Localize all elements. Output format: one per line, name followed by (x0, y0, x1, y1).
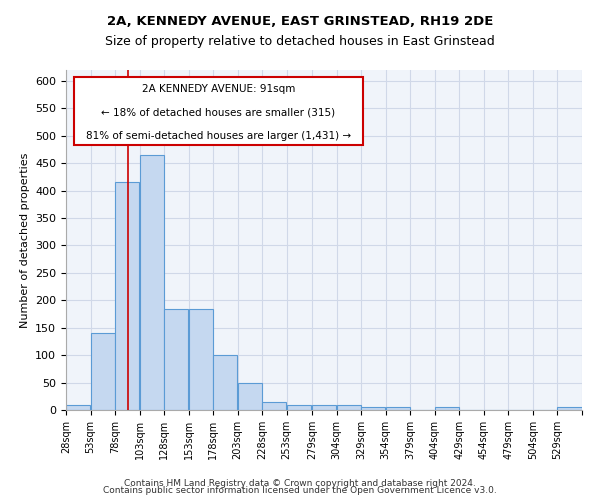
Y-axis label: Number of detached properties: Number of detached properties (20, 152, 29, 328)
Bar (361, 408, 385, 410)
FancyBboxPatch shape (74, 77, 363, 145)
Bar (287, 404, 311, 410)
Text: 2A KENNEDY AVENUE: 91sqm: 2A KENNEDY AVENUE: 91sqm (142, 84, 295, 94)
Bar (164, 308, 188, 410)
Bar (312, 404, 336, 410)
Bar (66, 404, 90, 410)
Text: Size of property relative to detached houses in East Grinstead: Size of property relative to detached ho… (105, 35, 495, 48)
Bar (337, 404, 361, 410)
Bar (213, 355, 237, 410)
Text: Contains public sector information licensed under the Open Government Licence v3: Contains public sector information licen… (103, 486, 497, 495)
Bar (115, 182, 139, 410)
Bar (188, 308, 212, 410)
Bar (435, 408, 459, 410)
Bar (140, 155, 164, 410)
Text: 2A, KENNEDY AVENUE, EAST GRINSTEAD, RH19 2DE: 2A, KENNEDY AVENUE, EAST GRINSTEAD, RH19… (107, 15, 493, 28)
Text: 81% of semi-detached houses are larger (1,431) →: 81% of semi-detached houses are larger (… (86, 131, 351, 141)
Bar (386, 408, 410, 410)
Bar (262, 402, 286, 410)
Text: ← 18% of detached houses are smaller (315): ← 18% of detached houses are smaller (31… (101, 108, 335, 118)
Bar (238, 382, 262, 410)
Bar (91, 333, 115, 410)
Bar (557, 408, 581, 410)
Text: Contains HM Land Registry data © Crown copyright and database right 2024.: Contains HM Land Registry data © Crown c… (124, 478, 476, 488)
